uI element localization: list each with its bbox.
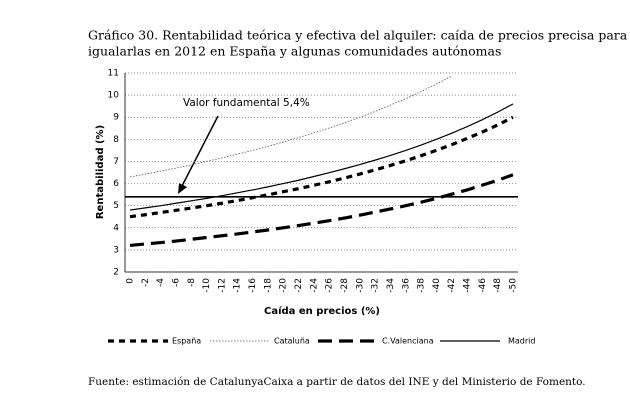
y-tick-label: 4 [113,223,119,233]
x-tick-label: -2 [141,278,151,287]
x-tick-label: -32 [371,278,381,293]
legend-label: Cataluña [274,337,310,346]
x-tick-label: -30 [355,278,365,293]
chart-subtitle: igualarlas en 2012 en España y algunas c… [88,44,501,59]
x-tick-label: -48 [493,278,503,293]
x-tick-label: -22 [294,278,304,293]
x-tick-label: -36 [401,278,411,293]
x-tick-label: -14 [233,278,243,293]
y-tick-label: 11 [108,69,119,79]
x-tick-label: -42 [447,278,457,293]
series-line [129,103,514,211]
x-tick-label: -18 [263,278,273,293]
arrow [181,115,219,187]
legend-label: Madrid [508,337,535,346]
y-tick-label: 2 [113,268,119,278]
x-tick-label: -28 [340,278,350,293]
x-tick-label: -44 [463,278,473,293]
y-tick-label: 9 [113,113,119,123]
annotation: Valor fundamental 5,4% [183,97,310,109]
legend-label: C.Valenciana [382,337,434,346]
x-tick-label: -24 [309,278,319,293]
y-axis-label: Rentabilidad (%) [95,125,106,219]
x-tick-label: 0 [126,278,136,284]
x-tick-label: -12 [217,278,227,293]
source-note: Fuente: estimación de CatalunyaCaixa a p… [88,376,586,388]
x-tick-label: -10 [202,278,212,293]
x-tick-label: -46 [478,278,488,293]
x-tick-label: -4 [156,278,166,287]
chart-title: Gráfico 30. Rentabilidad teórica y efect… [88,28,628,43]
x-tick-label: -26 [325,278,335,293]
x-axis-label: Caída en precios (%) [264,305,380,317]
x-tick-label: -20 [279,278,289,293]
x-tick-label: -16 [248,278,258,293]
series-line [129,75,452,178]
x-tick-label: -8 [187,278,197,287]
x-tick-label: -50 [509,278,519,293]
x-tick-label: -38 [417,278,427,293]
series-line [129,173,514,248]
y-tick-label: 10 [108,91,120,101]
y-tick-label: 3 [113,245,119,255]
x-tick-label: -40 [432,278,442,293]
x-tick-label: -6 [171,278,181,287]
y-tick-label: 6 [113,179,119,189]
arrow-head [178,183,187,194]
y-tick-label: 8 [113,135,119,145]
y-tick-label: 5 [113,201,119,211]
y-tick-label: 7 [113,157,119,167]
x-tick-label: -34 [386,278,396,293]
legend-label: España [172,337,201,346]
